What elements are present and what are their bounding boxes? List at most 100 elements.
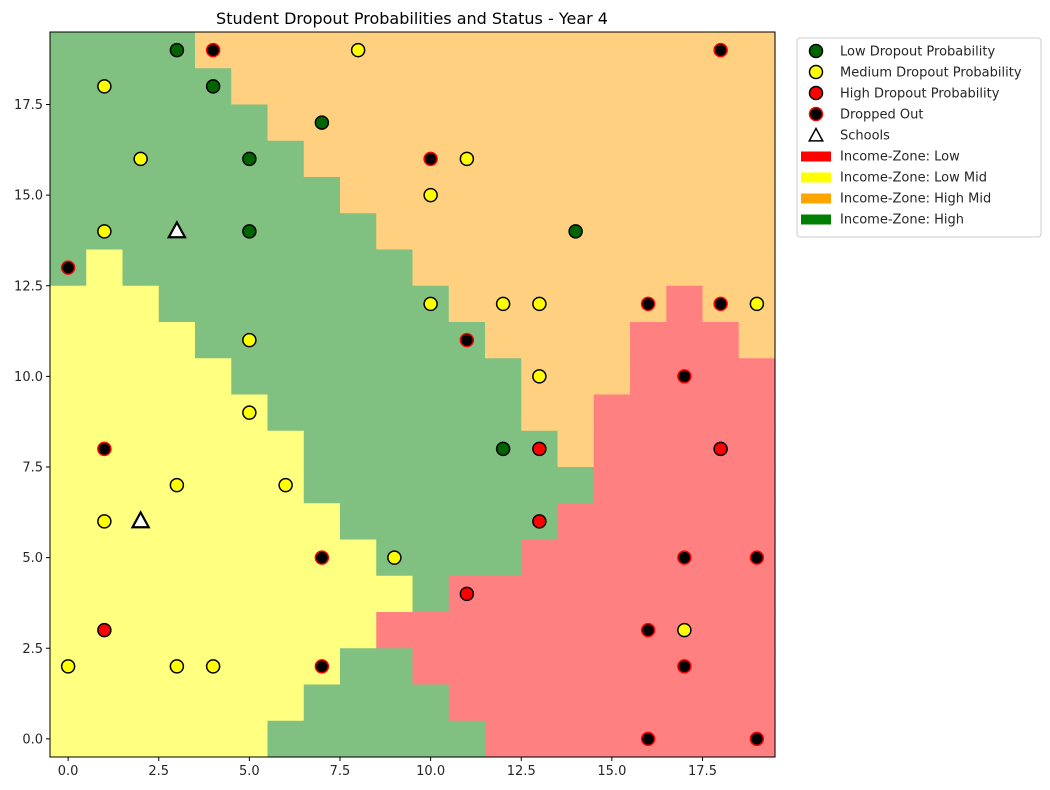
zone-cell-high (340, 285, 377, 323)
zone-cell-low (485, 720, 522, 758)
legend-label: Income-Zone: High (840, 213, 964, 228)
zone-cell-high-mid (448, 68, 486, 106)
zone-cell-high (158, 177, 196, 214)
zone-cell-low (630, 430, 667, 468)
plot-frame (49, 31, 776, 758)
zone-cell-low-mid (50, 322, 87, 359)
zone-cell-high (267, 249, 305, 287)
zone-cell-low (666, 394, 704, 432)
zone-cell-high-mid (738, 322, 776, 359)
zone-cell-high (195, 140, 232, 178)
student-marker-dropped (713, 296, 728, 312)
y-tick-label: 0.0 (22, 732, 43, 747)
zone-cell-high (340, 430, 377, 468)
zone-cell-high-mid (666, 68, 704, 106)
zone-cell-low-mid (158, 684, 196, 722)
student-marker-low (242, 224, 257, 239)
zone-cell-low (593, 394, 631, 432)
zone-cell-high-mid (702, 213, 740, 251)
zone-cell-high-mid (340, 177, 377, 214)
zone-cell-low (412, 612, 450, 649)
student-marker-medium (350, 42, 366, 58)
student-marker-dropped (314, 659, 330, 674)
legend-label: Medium Dropout Probability (840, 66, 1022, 81)
zone-cell-low (738, 648, 776, 686)
zone-cell-high (412, 503, 450, 541)
zone-cell-high-mid (738, 68, 776, 106)
zone-cell-low (738, 358, 776, 396)
zone-cell-high (340, 648, 377, 686)
zone-cell-high (340, 249, 377, 287)
zone-cell-high-mid (702, 177, 740, 214)
zone-cell-high-mid (557, 394, 595, 432)
zone-cell-high (267, 720, 305, 758)
zone-cell-low-mid (122, 720, 160, 758)
zone-cell-low (630, 358, 667, 396)
zone-cell-low (521, 684, 559, 722)
zone-cell-low-mid (122, 612, 160, 649)
zone-cell-low-mid (231, 648, 269, 686)
zone-cell-high (376, 503, 414, 541)
zone-cell-low (666, 575, 704, 613)
x-tick-label: 5.0 (239, 764, 260, 779)
zone-cell-low-mid (86, 684, 124, 722)
zone-cell-high (340, 394, 377, 432)
zone-cell-high (485, 503, 522, 541)
zone-cell-low (702, 648, 740, 686)
zone-cell-high (412, 575, 450, 613)
zone-cell-low (702, 612, 740, 649)
zone-cell-high (86, 177, 124, 214)
zone-cell-low (738, 503, 776, 541)
zone-cell-high-mid (231, 68, 269, 106)
zone-cell-low-mid (195, 684, 232, 722)
zone-cell-low-mid (158, 720, 196, 758)
zone-cell-low (702, 358, 740, 396)
zone-cell-high (448, 539, 486, 577)
zone-cell-high (340, 358, 377, 396)
zone-cell-high (485, 358, 522, 396)
zone-cell-low-mid (340, 575, 377, 613)
zone-cell-high (86, 104, 124, 142)
x-tick-label: 10.0 (416, 764, 445, 779)
x-tick-label: 2.5 (148, 764, 169, 779)
zone-cell-high-mid (376, 104, 414, 142)
student-marker-medium (242, 405, 257, 420)
zone-cell-high (340, 503, 377, 541)
zone-cell-high (195, 177, 232, 214)
zone-cell-low (412, 648, 450, 686)
zone-cell-low (593, 612, 631, 649)
student-marker-dropped (640, 296, 656, 312)
student-marker-medium (133, 151, 148, 167)
zone-cell-high (267, 394, 305, 432)
student-marker-medium (459, 151, 475, 167)
zone-cell-low-mid (195, 575, 232, 613)
zone-cell-high-mid (448, 177, 486, 214)
student-marker-dropped (640, 622, 656, 638)
zone-cell-low-mid (50, 285, 87, 323)
zone-cell-high (303, 430, 341, 468)
zone-cell-low-mid (158, 394, 196, 432)
zone-cell-low-mid (86, 285, 124, 323)
zone-cell-low-mid (231, 684, 269, 722)
zone-cell-low-mid (122, 358, 160, 396)
zone-cell-low (738, 575, 776, 613)
zone-cell-low-mid (195, 612, 232, 649)
zone-cell-low (738, 467, 776, 504)
student-marker-medium (97, 224, 112, 239)
zone-cell-high-mid (303, 32, 341, 69)
student-marker-dropped (423, 151, 438, 167)
zone-cell-low-mid (158, 322, 196, 359)
zone-cell-high (376, 720, 414, 758)
zone-cell-low-mid (231, 503, 269, 541)
zone-cell-high (303, 394, 341, 432)
zone-cell-high (448, 430, 486, 468)
zone-cell-high (267, 213, 305, 251)
zone-cell-high (412, 539, 450, 577)
zone-cell-high (303, 322, 341, 359)
zone-cell-low-mid (267, 539, 305, 577)
zone-cell-high (195, 104, 232, 142)
zone-cell-high-mid (738, 104, 776, 142)
zone-cell-high (376, 467, 414, 504)
zone-cell-low (593, 648, 631, 686)
zone-cell-high (122, 104, 160, 142)
